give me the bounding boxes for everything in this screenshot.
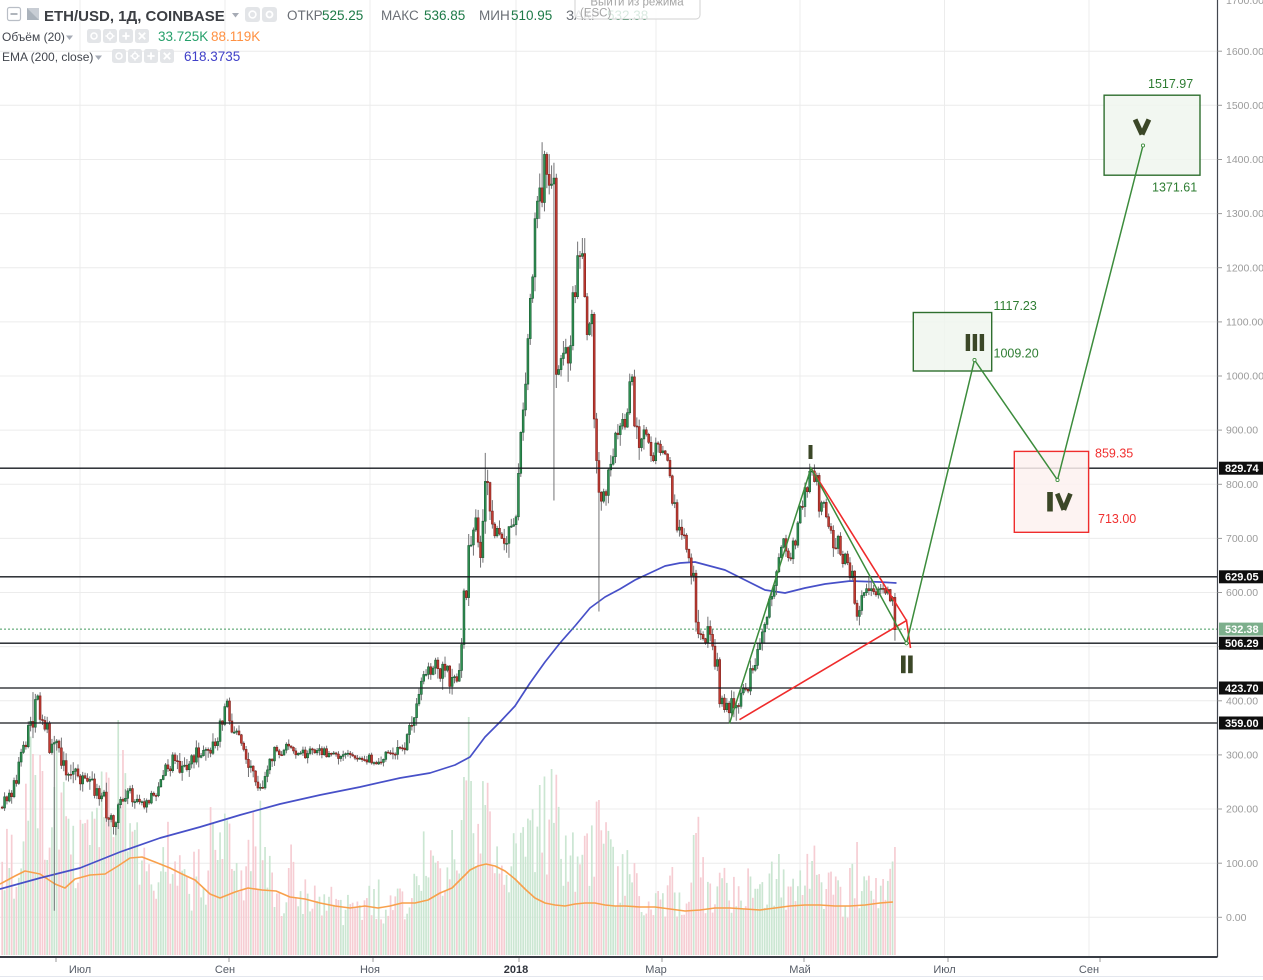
svg-text:800.00: 800.00	[1226, 479, 1258, 491]
svg-text:1371.61: 1371.61	[1152, 181, 1197, 195]
svg-text:1500.00: 1500.00	[1226, 100, 1263, 112]
svg-text:829.74: 829.74	[1225, 463, 1260, 475]
svg-text:200.00: 200.00	[1226, 804, 1258, 816]
svg-text:359.00: 359.00	[1225, 718, 1259, 730]
svg-text:Сен: Сен	[215, 964, 235, 976]
svg-text:1517.97: 1517.97	[1148, 77, 1193, 91]
svg-text:1009.20: 1009.20	[994, 347, 1039, 361]
svg-text:МИН: МИН	[479, 8, 510, 23]
svg-text:Ноя: Ноя	[360, 964, 380, 976]
svg-text:88.119K: 88.119K	[211, 29, 260, 44]
svg-text:1700.00: 1700.00	[1226, 0, 1263, 7]
svg-text:33.725K: 33.725K	[158, 29, 208, 44]
svg-text:Июл: Июл	[69, 964, 91, 976]
svg-text:300.00: 300.00	[1226, 750, 1258, 762]
svg-text:423.70: 423.70	[1225, 683, 1259, 695]
svg-text:900.00: 900.00	[1226, 425, 1258, 437]
svg-text:100.00: 100.00	[1226, 858, 1258, 870]
svg-text:0.00: 0.00	[1226, 912, 1247, 924]
svg-text:Май: Май	[789, 964, 811, 976]
svg-text:Выйти из режима: Выйти из режима	[590, 0, 684, 9]
svg-text:510.95: 510.95	[511, 8, 552, 23]
svg-text:1600.00: 1600.00	[1226, 46, 1263, 58]
svg-text:506.29: 506.29	[1225, 638, 1259, 650]
svg-text:1300.00: 1300.00	[1226, 208, 1263, 220]
svg-text:МАКС: МАКС	[381, 8, 419, 23]
svg-text:Объём (20): Объём (20)	[2, 30, 65, 44]
svg-text:713.00: 713.00	[1098, 512, 1136, 526]
svg-text:1400.00: 1400.00	[1226, 154, 1263, 166]
svg-text:618.3735: 618.3735	[184, 49, 240, 64]
svg-text:1200.00: 1200.00	[1226, 262, 1263, 274]
svg-text:Сен: Сен	[1079, 964, 1099, 976]
svg-text:629.05: 629.05	[1225, 572, 1259, 584]
svg-text:525.25: 525.25	[322, 8, 363, 23]
svg-text:(ESC): (ESC)	[580, 8, 611, 20]
svg-text:532.38: 532.38	[1225, 624, 1259, 636]
svg-text:2018: 2018	[504, 964, 528, 976]
svg-text:700.00: 700.00	[1226, 533, 1258, 545]
svg-text:1100.00: 1100.00	[1226, 317, 1263, 329]
svg-text:ETH/USD, 1Д, COINBASE: ETH/USD, 1Д, COINBASE	[44, 8, 225, 25]
svg-text:EMA (200, close): EMA (200, close)	[2, 50, 93, 64]
svg-text:400.00: 400.00	[1226, 695, 1258, 707]
svg-text:ОТКР: ОТКР	[287, 8, 323, 23]
svg-text:859.35: 859.35	[1095, 447, 1133, 461]
svg-text:600.00: 600.00	[1226, 587, 1258, 599]
svg-text:1000.00: 1000.00	[1226, 371, 1263, 383]
svg-text:536.85: 536.85	[424, 8, 465, 23]
svg-text:1117.23: 1117.23	[994, 299, 1037, 313]
svg-text:Июл: Июл	[933, 964, 955, 976]
svg-text:Мар: Мар	[645, 964, 667, 976]
